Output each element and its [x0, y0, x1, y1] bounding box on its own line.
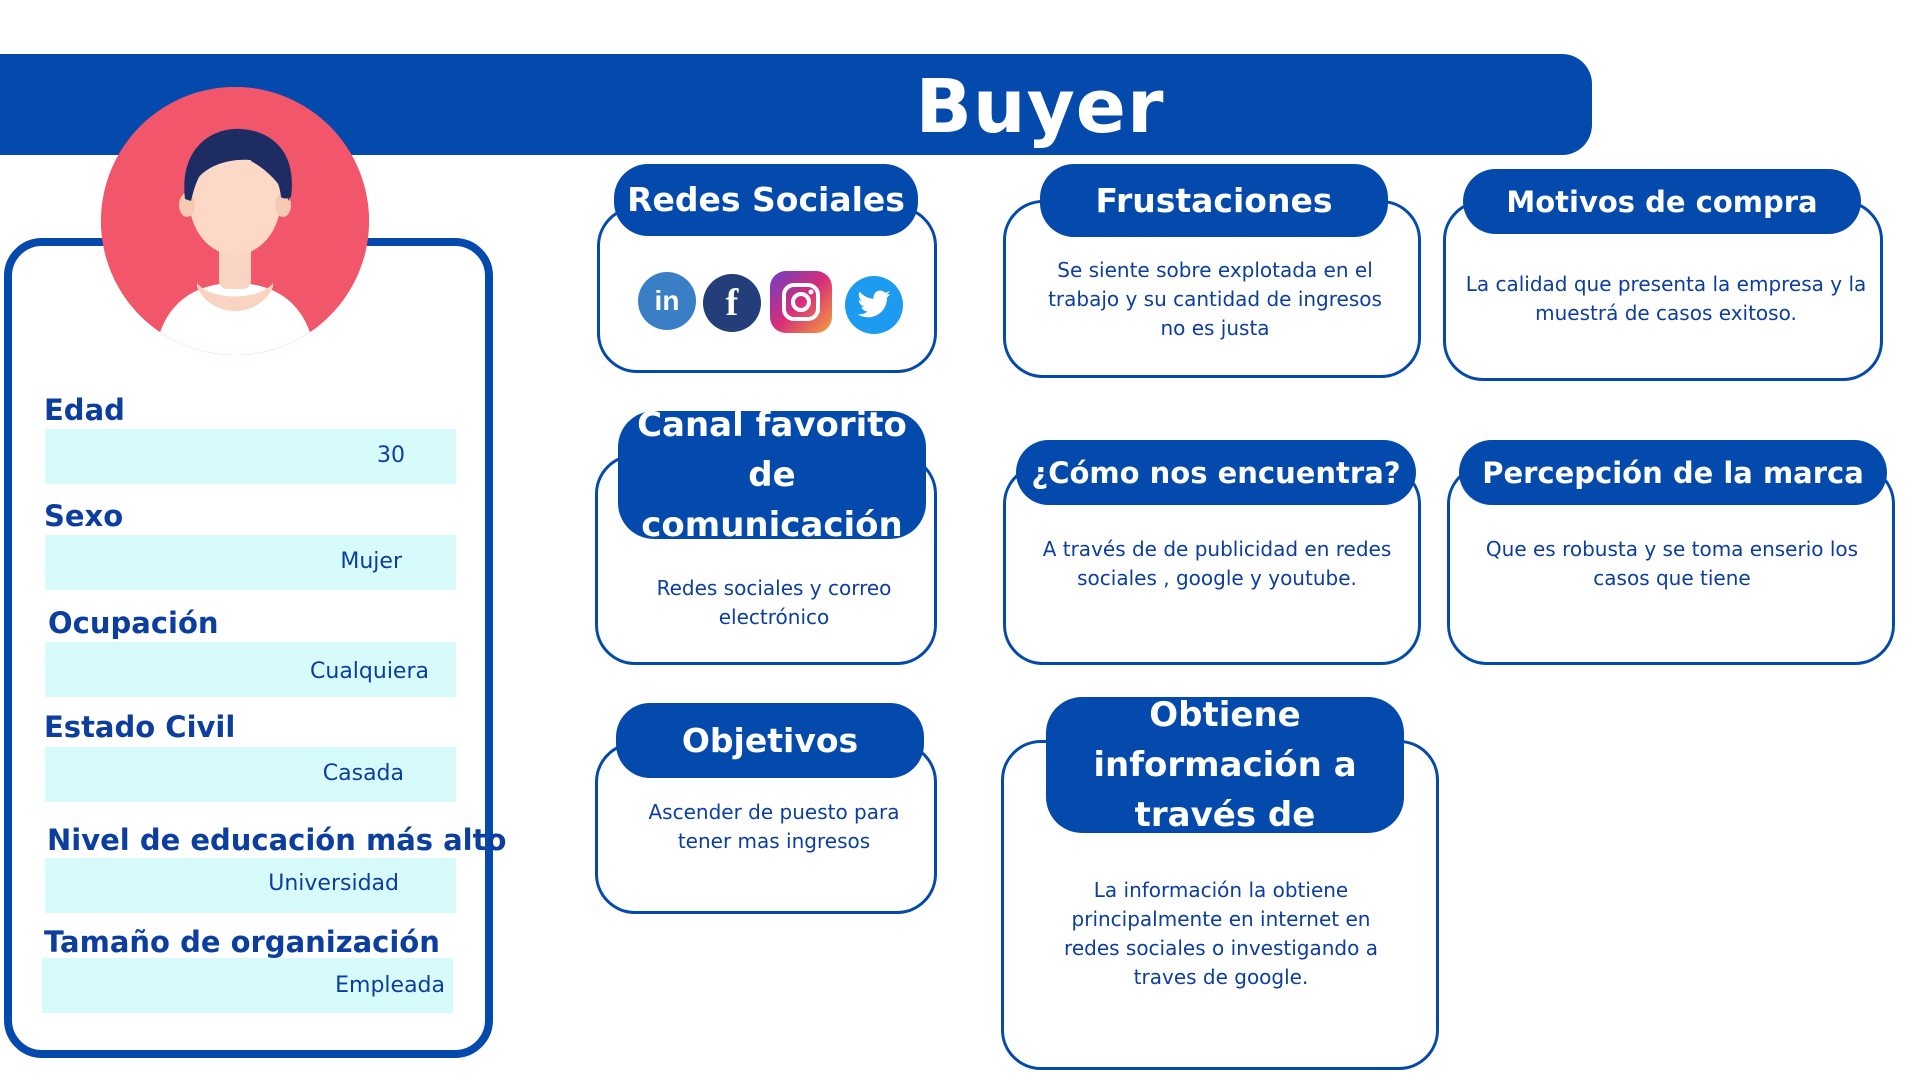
field-label-estado-civil: Estado Civil [44, 710, 236, 744]
avatar [101, 87, 369, 355]
field-value-estado-civil: Casada [322, 761, 404, 786]
instagram-icon[interactable] [770, 271, 832, 333]
field-value-educacion: Universidad [268, 871, 399, 896]
field-sexo: Mujer [45, 535, 456, 590]
field-label-organizacion: Tamaño de organización [44, 925, 440, 959]
field-value-sexo: Mujer [340, 549, 402, 574]
text-como-nos-encuentra: A través de de publicidad en redes socia… [1042, 537, 1392, 590]
field-value-organizacion: Empleada [335, 973, 445, 998]
pill-redes-sociales: Redes Sociales [614, 164, 918, 236]
facebook-icon[interactable]: f [703, 274, 761, 332]
text-obtiene-informacion: La información la obtiene principalmente… [1064, 878, 1378, 989]
linkedin-icon[interactable]: in [638, 272, 696, 330]
pill-objetivos: Objetivos [616, 703, 924, 778]
pill-frustaciones: Frustaciones [1040, 164, 1388, 237]
field-value-ocupacion: Cualquiera [310, 659, 429, 684]
pill-motivos-compra: Motivos de compra [1463, 169, 1861, 234]
page-title: Buyer Persona [867, 64, 1211, 240]
field-label-educacion: Nivel de educación más alto [47, 823, 507, 857]
pill-canal-favorito: Canal favorito de comunicación [618, 405, 926, 545]
twitter-icon[interactable] [845, 276, 903, 334]
field-edad: 30 [45, 429, 456, 484]
field-educacion: Universidad [45, 858, 456, 913]
field-label-sexo: Sexo [44, 499, 124, 533]
pill-percepcion-marca: Percepción de la marca [1459, 440, 1887, 505]
field-label-ocupacion: Ocupación [48, 606, 219, 640]
text-motivos-compra: La calidad que presenta la empresa y la … [1465, 272, 1867, 325]
text-objetivos: Ascender de puesto para tener mas ingres… [648, 800, 900, 853]
avatar-illustration [101, 87, 369, 355]
text-percepcion-marca: Que es robusta y se toma enserio los cas… [1485, 537, 1859, 590]
text-frustaciones: Se siente sobre explotada en el trabajo … [1048, 258, 1382, 340]
pill-como-nos-encuentra: ¿Cómo nos encuentra? [1016, 440, 1416, 505]
field-label-edad: Edad [44, 393, 125, 427]
field-value-edad: 30 [377, 443, 405, 468]
pill-obtiene-informacion: Obtiene información a través de [1046, 695, 1404, 835]
text-canal-favorito: Redes sociales y correo electrónico [656, 576, 892, 629]
field-estado-civil: Casada [45, 747, 456, 802]
field-ocupacion: Cualquiera [45, 642, 456, 697]
field-organizacion: Empleada [42, 958, 453, 1013]
